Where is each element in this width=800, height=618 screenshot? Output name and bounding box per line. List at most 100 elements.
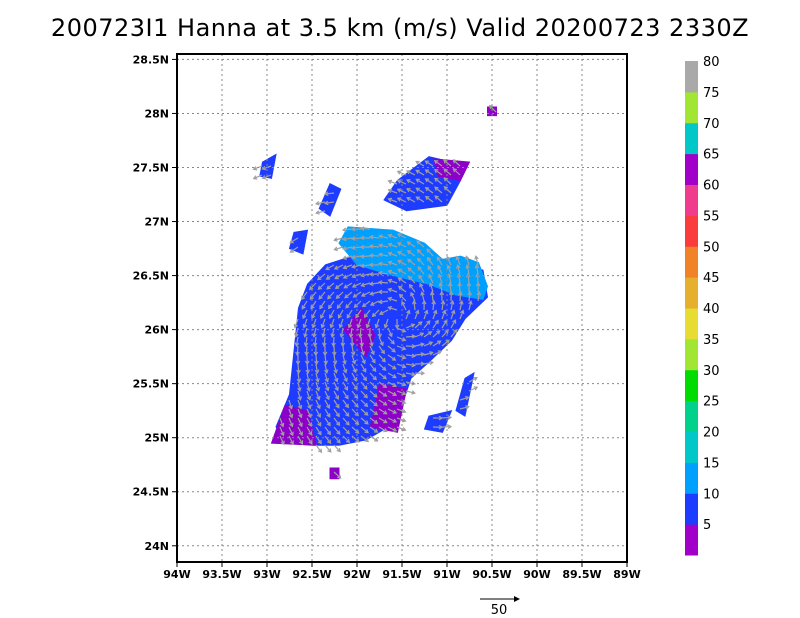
wind-arrow-head [438,415,444,421]
wind-region-blue [455,371,475,417]
wind-arrow [306,399,311,409]
colorbar-label: 20 [703,426,720,441]
wind-arrow [432,320,439,329]
wind-arrow-head [364,437,370,443]
wind-arrow-head [397,277,403,282]
wind-arrow [372,309,380,317]
wind-arrow-head [411,371,416,377]
wind-arrow-head [444,329,449,334]
wind-arrow-head [325,266,330,271]
wind-arrow [314,336,317,347]
wind-arrow-head [431,299,436,305]
wind-arrow-head [387,278,393,284]
wind-arrow-head [467,290,472,296]
wind-arrow-head [344,294,349,299]
wind-arrow-head [280,431,285,437]
wind-arrow-head [387,188,393,194]
wind-arrow-head [314,369,320,375]
wind-arrow [315,390,320,400]
wind-arrow-head [458,290,463,296]
wind-arrow [450,301,454,311]
wind-arrow-head [325,404,331,409]
y-tick-label: 24N [144,540,169,553]
wind-arrow [306,390,311,400]
wind-arrow [297,363,300,374]
wind-arrow-head [360,351,366,356]
wind-arrow-head [324,378,330,383]
wind-arrow-head [364,411,369,416]
wind-arrow [306,426,313,436]
wind-arrow-head [299,440,304,445]
wind-arrow-head [383,401,388,406]
wind-arrow [405,323,415,329]
wind-arrow [407,267,416,275]
wind-arrow-head [288,405,294,410]
wind-arrow [306,417,312,427]
wind-arrow-head [437,264,442,270]
wind-arrow [294,318,299,328]
wind-arrow-head [378,234,383,239]
wind-arrow-head [289,440,294,446]
wind-arrow [327,291,335,299]
wind-arrow-head [335,404,340,409]
wind-arrow-head [361,302,367,308]
wind-arrow-head [351,264,356,269]
wind-arrow-head [410,323,416,328]
wind-arrow [378,354,386,363]
wind-arrow-head [426,248,431,253]
wind-arrow-head [392,400,398,405]
wind-arrow [315,381,320,391]
wind-arrow [436,256,443,266]
wind-arrow [431,291,434,302]
wind-arrow [388,252,398,257]
wind-arrow-head [424,195,430,201]
wind-arrow-head [428,273,433,279]
wind-arrow-head [401,355,407,360]
wind-arrow-head [325,395,330,401]
wind-arrow [369,336,373,346]
wind-arrow-head [298,431,303,437]
wind-arrow-head [406,196,411,202]
wind-arrow [342,228,353,231]
wind-arrow [443,177,452,185]
wind-arrow-head [406,258,412,263]
wind-arrow-head [345,438,351,444]
wind-arrow-head [288,413,294,419]
wind-arrow [325,264,335,270]
wind-arrow-head [406,241,412,246]
wind-arrow-head [337,474,342,479]
wind-arrow-head [318,295,323,300]
wind-arrow-head [309,295,314,300]
wind-arrow-head [456,264,461,269]
colorbar-swatch [685,308,698,340]
wind-arrow [360,408,369,416]
colorbar-label: 25 [703,395,720,410]
x-tick-label: 91W [433,568,460,581]
wind-arrow-head [295,351,300,357]
wind-arrow-head [252,175,258,180]
wind-arrow [459,396,469,401]
wind-arrow-head [427,331,433,336]
wind-arrow [297,372,300,382]
wind-arrow-head [316,404,321,410]
wind-arrow [399,294,407,302]
wind-arrow-head [344,403,349,409]
wind-arrow-head [334,377,339,383]
wind-arrow-head [443,168,448,173]
wind-arrow-head [296,378,302,384]
wind-arrow [262,165,272,170]
wind-arrow-head [434,177,439,182]
wind-arrow-head [280,440,285,446]
colorbar-label: 30 [703,364,720,379]
wind-arrow [387,426,397,432]
wind-arrow-head [334,284,340,290]
wind-arrow-head [468,300,473,305]
wind-arrow-head [348,333,354,339]
wind-arrow [351,363,357,373]
wind-arrow [439,283,443,293]
wind-arrow [315,354,318,365]
wind-arrow [432,340,441,347]
wind-arrow [305,336,308,346]
wind-arrow [432,300,435,311]
x-tick-label: 89.5W [562,568,601,581]
